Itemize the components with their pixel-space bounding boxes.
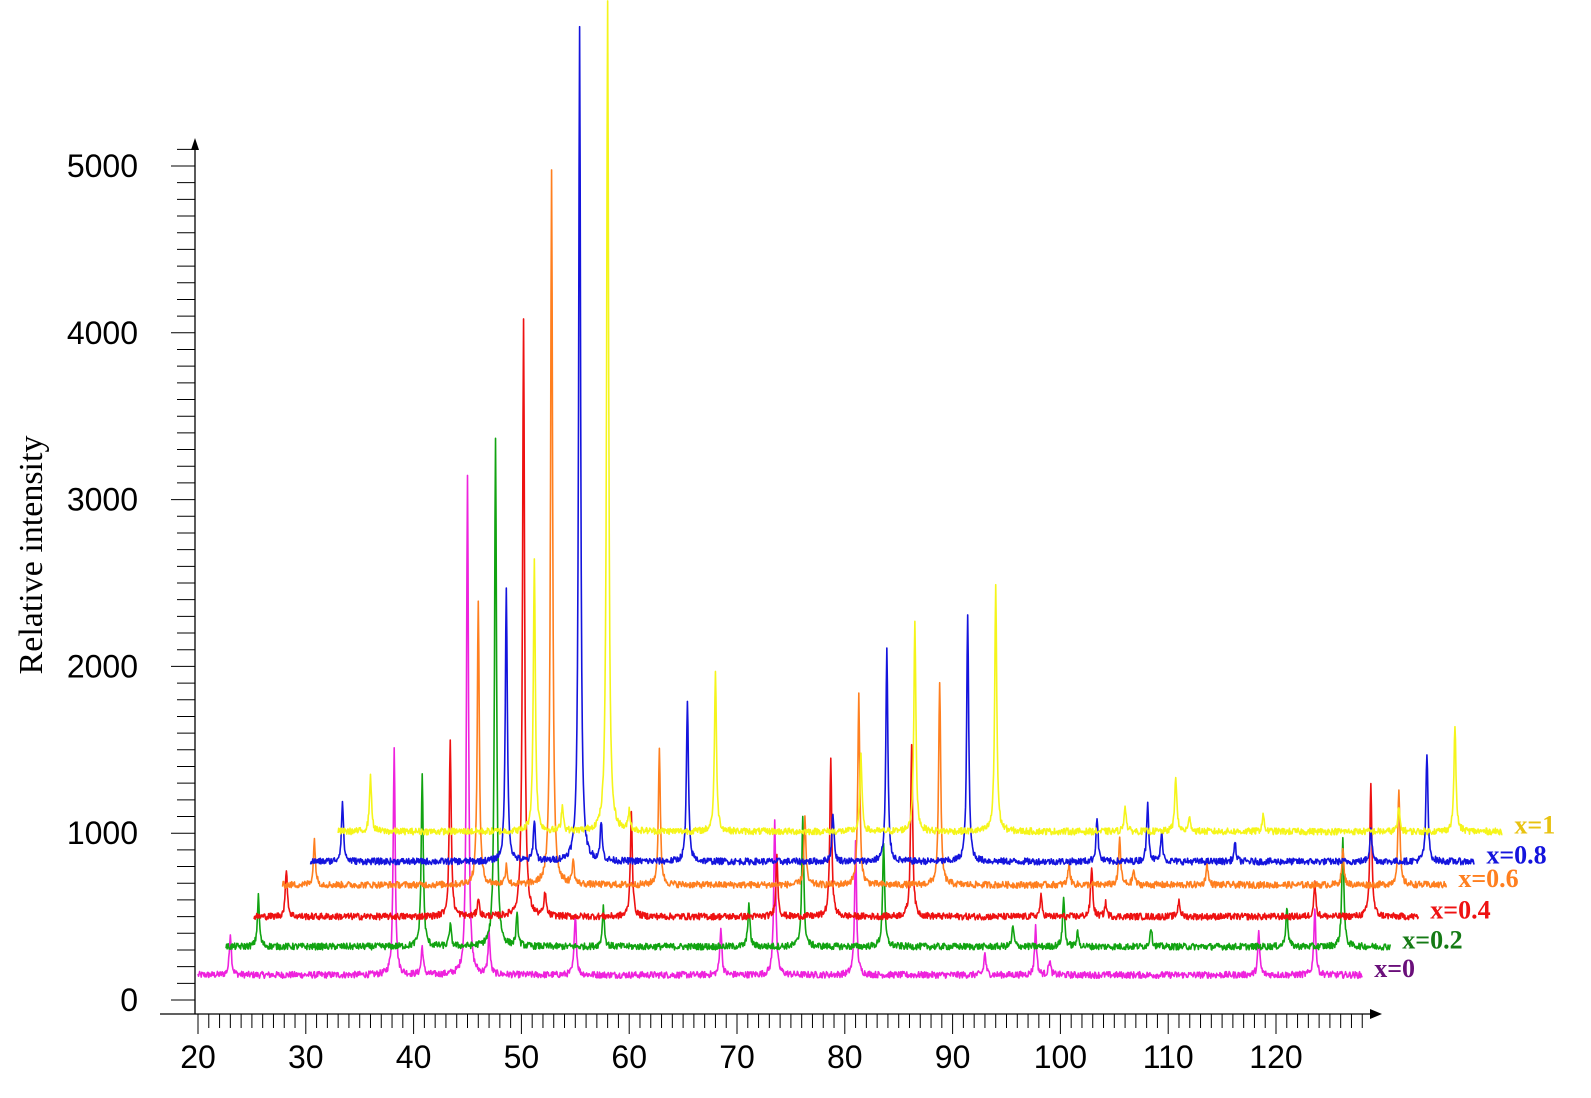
x-tick-labels: 20 30 40 50 60 70 80 90 100 110 120 — [180, 1039, 1302, 1075]
y-minor-ticks — [171, 148, 195, 1001]
series-line — [337, 0, 1503, 836]
x-tick-label: 40 — [396, 1039, 432, 1075]
series-labels: x=0x=0.2x=0.4 x=0.6x=0.8x=1 — [1374, 811, 1555, 983]
series-line — [309, 25, 1475, 866]
y-tick-label: 0 — [120, 982, 138, 1018]
series-line — [197, 474, 1363, 980]
y-tick-label: 5000 — [67, 148, 138, 184]
series-line — [281, 169, 1448, 890]
y-tick-label: 1000 — [67, 815, 138, 851]
series-line — [253, 318, 1420, 921]
series-line — [225, 437, 1392, 951]
series-label: x=0.8 — [1486, 841, 1546, 870]
x-tick-label: 50 — [504, 1039, 540, 1075]
traces — [197, 0, 1503, 980]
series-label: x=0.4 — [1430, 896, 1490, 925]
x-tick-label: 120 — [1249, 1039, 1302, 1075]
x-tick-label: 30 — [288, 1039, 324, 1075]
x-tick-label: 80 — [827, 1039, 863, 1075]
x-minor-ticks — [197, 1014, 1363, 1034]
y-tick-label: 4000 — [67, 315, 138, 351]
x-tick-label: 110 — [1143, 1039, 1194, 1075]
series-label: x=0 — [1374, 954, 1415, 983]
series-label: x=1 — [1514, 811, 1555, 840]
y-axis-label: Relative intensity — [13, 436, 50, 675]
series-label: x=0.2 — [1402, 926, 1462, 955]
x-tick-label: 100 — [1034, 1039, 1087, 1075]
y-axis-arrow — [191, 138, 199, 150]
series-label: x=0.6 — [1458, 864, 1518, 893]
y-tick-label: 3000 — [67, 482, 138, 518]
x-axis-arrow — [1370, 1009, 1382, 1019]
x-tick-label: 70 — [719, 1039, 755, 1075]
y-tick-label: 2000 — [67, 648, 138, 684]
x-tick-label: 20 — [180, 1039, 216, 1075]
x-tick-label: 60 — [611, 1039, 647, 1075]
x-tick-label: 90 — [935, 1039, 971, 1075]
y-tick-labels: 0 1000 2000 3000 4000 5000 — [67, 148, 138, 1018]
